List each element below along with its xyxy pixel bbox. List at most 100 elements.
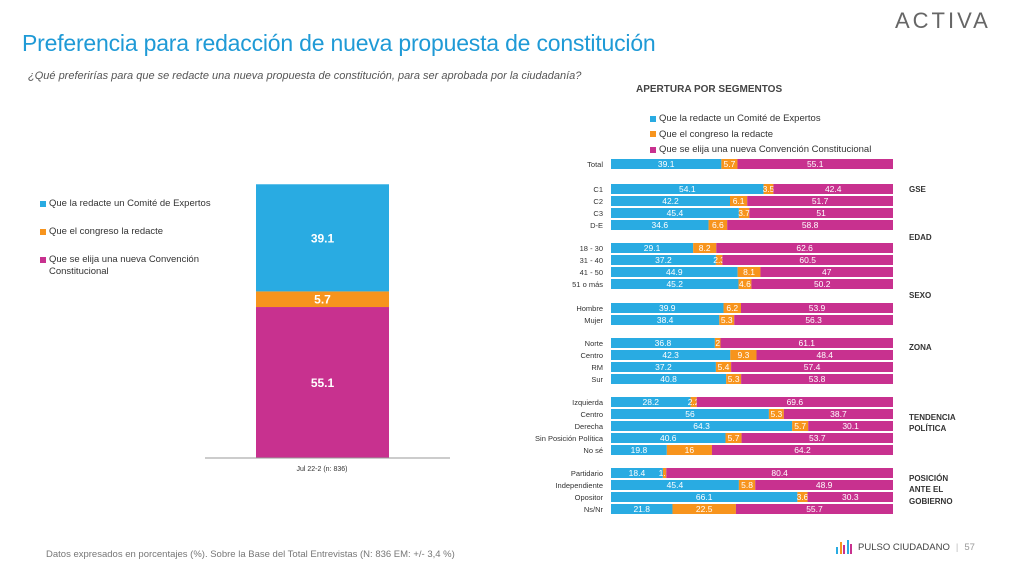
seg-bar-convencion <box>716 243 893 253</box>
seg-bar-label-expertos: 40.8 <box>660 374 677 384</box>
seg-bar-label-expertos: 39.9 <box>659 303 676 313</box>
legend-item-expertos: Que la redacte un Comité de Expertos <box>40 198 220 210</box>
pulso-bars-icon <box>836 540 852 554</box>
seg-row-label: C1 <box>593 185 603 194</box>
main-bar-expertos <box>256 184 389 292</box>
seg-bar-congreso <box>715 255 723 265</box>
seg-bar-congreso <box>666 445 712 455</box>
seg-row-label: Independiente <box>555 481 603 490</box>
seg-row-label: Sin Posición Política <box>535 434 604 443</box>
seg-bar-congreso <box>738 279 752 289</box>
seg-bar-label-convencion: 55.7 <box>806 504 823 514</box>
brand-separator: | <box>955 541 959 553</box>
seg-bar-label-convencion: 58.8 <box>802 220 819 230</box>
seg-bar-label-expertos: 45.4 <box>667 480 684 490</box>
main-bar-congreso <box>256 291 389 308</box>
seg-bar-expertos <box>611 445 667 455</box>
seg-row-label: Partidario <box>571 469 603 478</box>
seg-bar-expertos <box>611 433 726 443</box>
seg-bar-congreso <box>693 243 717 253</box>
seg-bar-expertos <box>611 409 769 419</box>
seg-bar-convencion <box>747 196 893 206</box>
seg-bar-label-expertos: 40.6 <box>660 433 677 443</box>
seg-bar-label-convencion: 55.1 <box>807 159 824 169</box>
seg-bar-convencion <box>755 480 893 490</box>
seg-bar-expertos <box>611 492 798 502</box>
seg-bar-expertos <box>611 303 724 313</box>
seg-bar-label-expertos: 34.6 <box>652 220 669 230</box>
seg-bar-label-expertos: 66.1 <box>696 492 713 502</box>
seg-bar-congreso <box>792 421 809 431</box>
segments-legend: Que la redacte un Comité de Expertos Que… <box>650 111 871 158</box>
seg-legend-swatch-convencion <box>650 146 656 153</box>
seg-bar-label-convencion: 53.9 <box>809 303 826 313</box>
seg-row-label: 31 - 40 <box>580 256 603 265</box>
seg-bar-label-convencion: 61.1 <box>798 338 815 348</box>
seg-bar-congreso <box>738 208 750 218</box>
seg-bar-label-expertos: 28.2 <box>642 397 659 407</box>
seg-bar-congreso <box>730 350 757 360</box>
legend-item-convencion: Que se elija una nueva Convención Consti… <box>40 254 220 278</box>
seg-bar-label-convencion: 48.4 <box>816 350 833 360</box>
seg-bar-expertos <box>611 279 739 289</box>
page-subtitle: ¿Qué preferirías para que se redacte una… <box>28 70 582 82</box>
main-bar-label-expertos: 39.1 <box>311 231 335 245</box>
seg-bar-expertos <box>611 220 709 230</box>
seg-bar-label-congreso: 6.1 <box>733 196 745 206</box>
seg-bar-convencion <box>666 468 893 478</box>
seg-bar-label-congreso: 3.5 <box>763 184 775 194</box>
seg-bar-congreso <box>725 433 742 443</box>
seg-bar-expertos <box>611 267 738 277</box>
seg-bar-congreso <box>721 159 738 169</box>
seg-bar-convencion <box>722 255 893 265</box>
seg-bar-label-congreso: 6.6 <box>712 220 724 230</box>
seg-bar-label-convencion: 51.7 <box>812 196 829 206</box>
seg-bar-label-congreso: 8.1 <box>743 267 755 277</box>
seg-bar-expertos <box>611 184 764 194</box>
page-title: Preferencia para redacción de nueva prop… <box>22 30 656 56</box>
seg-bar-convencion <box>731 362 893 372</box>
seg-bar-convencion <box>711 445 893 455</box>
seg-bar-label-convencion: 53.7 <box>809 433 826 443</box>
seg-bar-label-expertos: 19.8 <box>631 445 648 455</box>
seg-group-label: TENDENCIA <box>909 413 956 422</box>
seg-bar-label-expertos: 64.3 <box>693 421 710 431</box>
seg-group-label: POLÍTICA <box>909 424 947 433</box>
seg-bar-convencion <box>807 492 893 502</box>
legend-item-congreso: Que el congreso la redacte <box>40 226 220 238</box>
seg-bar-label-congreso: 1.2 <box>659 468 671 478</box>
seg-bar-label-expertos: 21.8 <box>633 504 650 514</box>
seg-group-label: POSICIÓN <box>909 474 948 483</box>
seg-bar-convencion <box>741 374 893 384</box>
seg-bar-expertos <box>611 350 731 360</box>
seg-row-label: C2 <box>593 197 603 206</box>
seg-bar-expertos <box>611 480 739 490</box>
seg-bar-convencion <box>727 220 893 230</box>
seg-legend-label-convencion: Que se elija una nueva Convención Consti… <box>659 144 872 156</box>
seg-bar-label-convencion: 57.4 <box>804 362 821 372</box>
legend-swatch-convencion <box>40 257 46 263</box>
seg-row-label: Opositor <box>575 493 604 502</box>
seg-row-label: No sé <box>583 446 603 455</box>
seg-bar-convencion <box>720 338 893 348</box>
seg-bar-label-congreso: 22.5 <box>696 504 713 514</box>
seg-bar-label-congreso: 2 <box>715 338 720 348</box>
seg-bar-expertos <box>611 196 731 206</box>
seg-bar-expertos <box>611 421 793 431</box>
seg-bar-expertos <box>611 255 716 265</box>
seg-legend-item-convencion: Que se elija una nueva Convención Consti… <box>650 142 871 158</box>
seg-bar-label-congreso: 9.3 <box>737 350 749 360</box>
segments-title: APERTURA POR SEGMENTOS <box>636 84 783 95</box>
seg-row-label: Sur <box>591 375 603 384</box>
seg-group-label: GSE <box>909 185 927 194</box>
main-x-tick-label: Jul 22-2 (n: 836) <box>297 466 348 473</box>
seg-row-label: Norte <box>585 339 603 348</box>
seg-bar-convencion <box>756 350 893 360</box>
seg-bar-label-congreso: 16 <box>685 445 695 455</box>
seg-bar-label-convencion: 80.4 <box>771 468 788 478</box>
seg-bar-label-congreso: 4.6 <box>739 279 751 289</box>
seg-row-label: Hombre <box>576 304 603 313</box>
seg-bar-congreso <box>690 397 697 407</box>
activa-logo: ACTIVA <box>895 8 991 33</box>
seg-bar-label-congreso: 5.3 <box>770 409 782 419</box>
